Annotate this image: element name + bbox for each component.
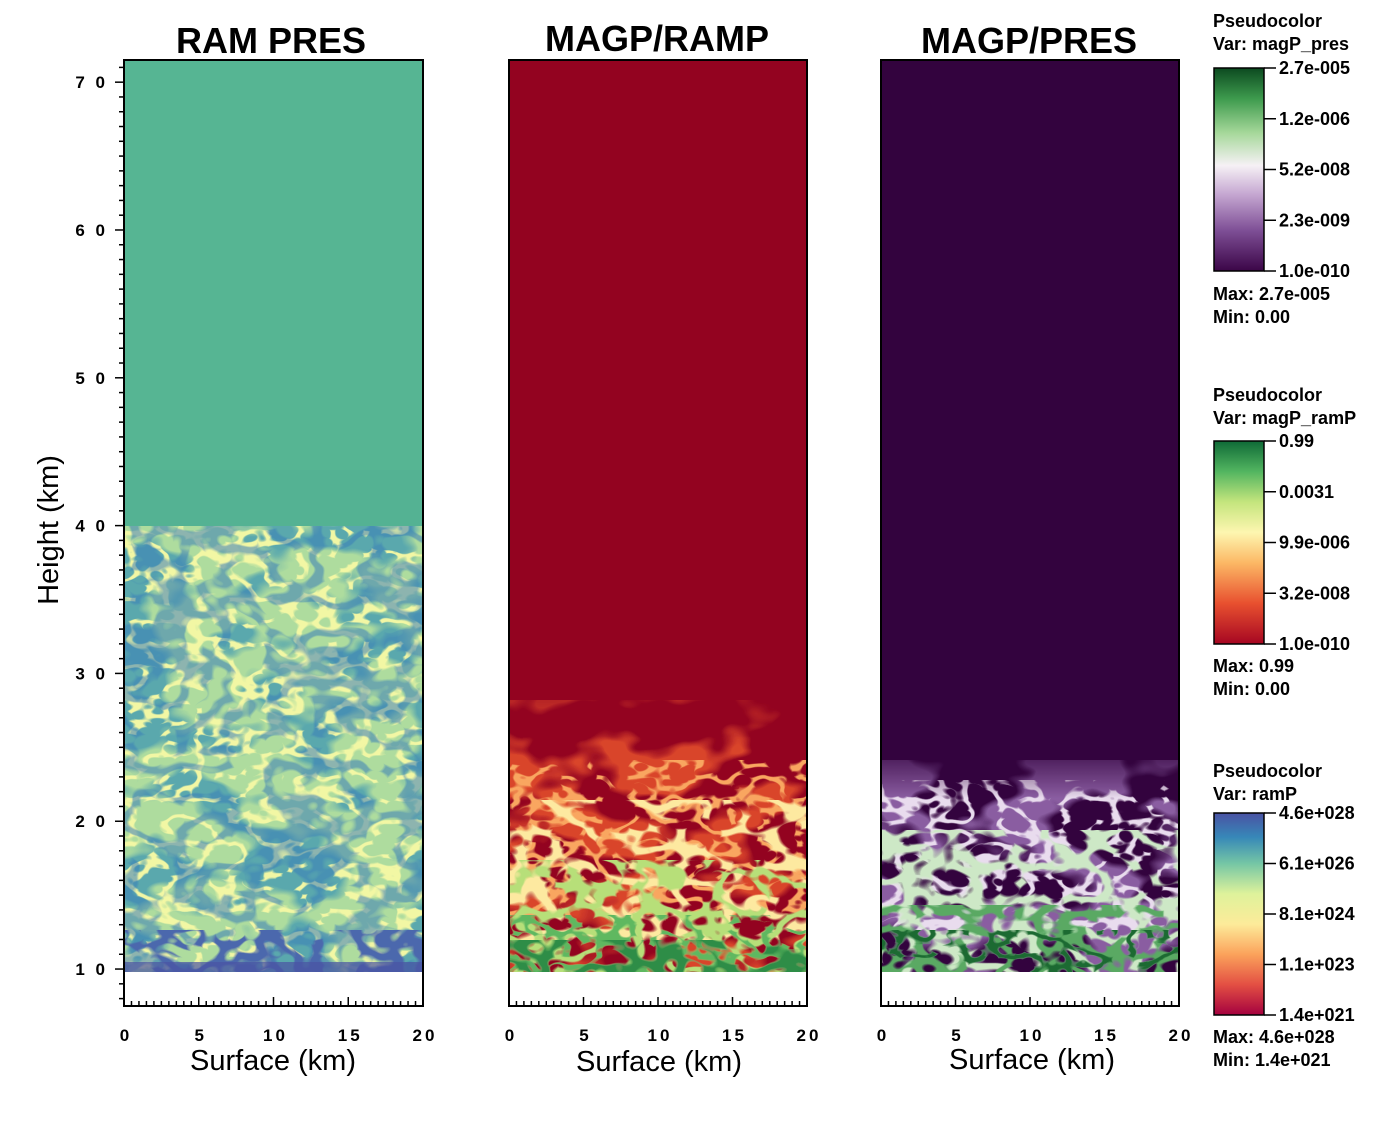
legend-min: Min: 0.00 <box>1213 679 1290 699</box>
y-tick-label: 7 0 <box>75 73 108 92</box>
legend-magp-pres: Pseudocolor Var: magP_pres 2.7e-005 1.2e-… <box>1213 11 1350 327</box>
x-tick-label: 0 <box>505 1026 517 1045</box>
y-tick-label: 5 0 <box>75 369 108 388</box>
legend-min: Min: 1.4e+021 <box>1213 1050 1331 1070</box>
field-uniform-ram-pres <box>124 60 423 526</box>
x-tick-label: 5 <box>951 1026 963 1045</box>
panel-title-ram-pres: RAM PRES <box>176 20 366 61</box>
colorbar-tick-label: 4.6e+028 <box>1279 803 1355 823</box>
x-tick-label: 15 <box>338 1026 363 1045</box>
x-axis-label-magp-ramp: Surface (km) <box>576 1046 742 1078</box>
panel-title-magp-ramp: MAGP/RAMP <box>545 18 769 59</box>
x-tick-label: 20 <box>797 1026 822 1045</box>
x-tick-label: 5 <box>195 1026 207 1045</box>
field-turbulent-ram-pres <box>124 526 423 972</box>
x-tick-label: 20 <box>413 1026 438 1045</box>
x-tick-label: 0 <box>120 1026 132 1045</box>
y-tick-label: 3 0 <box>75 664 108 683</box>
y-tick-label: 4 0 <box>75 517 108 536</box>
x-tick-label: 15 <box>722 1026 747 1045</box>
x-tick-label: 20 <box>1169 1026 1194 1045</box>
legend-max: Max: 4.6e+028 <box>1213 1027 1335 1047</box>
colorbar-tick-label: 1.4e+021 <box>1279 1005 1355 1025</box>
x-tick-label: 5 <box>579 1026 591 1045</box>
x-axis-magp-ramp <box>508 997 808 1006</box>
legend-max: Max: 0.99 <box>1213 656 1294 676</box>
y-axis-label: Height (km) <box>33 455 65 605</box>
x-tick-label: 10 <box>263 1026 288 1045</box>
y-axis-ram-pres <box>115 66 124 1000</box>
colorbar-magp-ramp <box>1213 440 1265 645</box>
colorbar-tick-label: 9.9e-006 <box>1279 533 1350 553</box>
field-turbulent-magp-pres <box>881 760 1179 972</box>
colorbar-tick-label: 2.3e-009 <box>1279 210 1350 230</box>
legend-ramp: Pseudocolor Var: ramP 4.6e+028 6.1e+026 8.… <box>1213 761 1355 1070</box>
x-tick-label: 0 <box>877 1026 889 1045</box>
colorbar-tick-label: 0.99 <box>1279 431 1314 451</box>
colorbar-tick-label: 1.2e-006 <box>1279 109 1350 129</box>
y-tick-label: 6 0 <box>75 221 108 240</box>
panel-magp-ramp: 0 5 10 15 20 <box>505 59 822 1045</box>
x-axis-magp-pres <box>880 997 1180 1006</box>
colorbar-magp-pres <box>1213 67 1265 272</box>
legend-max: Max: 2.7e-005 <box>1213 284 1330 304</box>
colorbar-tick-label: 3.2e-008 <box>1279 583 1350 603</box>
colorbar-tick-label: 6.1e+026 <box>1279 854 1355 874</box>
colorbar-tick-label: 1.1e+023 <box>1279 955 1355 975</box>
x-tick-label: 10 <box>1020 1026 1045 1045</box>
x-axis-ram-pres <box>123 997 424 1006</box>
legend-title: Pseudocolor <box>1213 385 1322 405</box>
legend-magp-ramp: Pseudocolor Var: magP_ramP 0.99 0.0031 9.9… <box>1213 385 1356 699</box>
legend-var: Var: magP_ramP <box>1213 408 1356 428</box>
panel-ram-pres: 1 0 2 0 3 0 4 0 5 0 6 0 7 0 0 5 10 15 20 <box>75 59 438 1045</box>
panel-title-magp-pres: MAGP/PRES <box>921 20 1137 61</box>
x-tick-label: 10 <box>648 1026 673 1045</box>
legend-title: Pseudocolor <box>1213 11 1322 31</box>
legend-var: Var: ramP <box>1213 784 1297 804</box>
field-turbulent-magp-ramp <box>509 700 807 972</box>
panel-magp-pres: 0 5 10 15 20 <box>877 59 1194 1045</box>
colorbar-tick-label: 1.0e-010 <box>1279 634 1350 654</box>
colorbar-tick-label: 0.0031 <box>1279 482 1334 502</box>
legend-var: Var: magP_pres <box>1213 34 1349 54</box>
colorbar-ramp <box>1213 812 1265 1016</box>
legend-title: Pseudocolor <box>1213 761 1322 781</box>
y-tick-label: 1 0 <box>75 960 108 979</box>
colorbar-tick-label: 2.7e-005 <box>1279 58 1350 78</box>
y-tick-label: 2 0 <box>75 812 108 831</box>
colorbar-tick-label: 5.2e-008 <box>1279 160 1350 180</box>
x-axis-label-magp-pres: Surface (km) <box>949 1044 1115 1076</box>
colorbar-tick-label: 8.1e+024 <box>1279 904 1355 924</box>
x-tick-label: 15 <box>1094 1026 1119 1045</box>
colorbar-tick-label: 1.0e-010 <box>1279 261 1350 281</box>
legend-min: Min: 0.00 <box>1213 307 1290 327</box>
x-axis-label-ram-pres: Surface (km) <box>190 1045 356 1077</box>
